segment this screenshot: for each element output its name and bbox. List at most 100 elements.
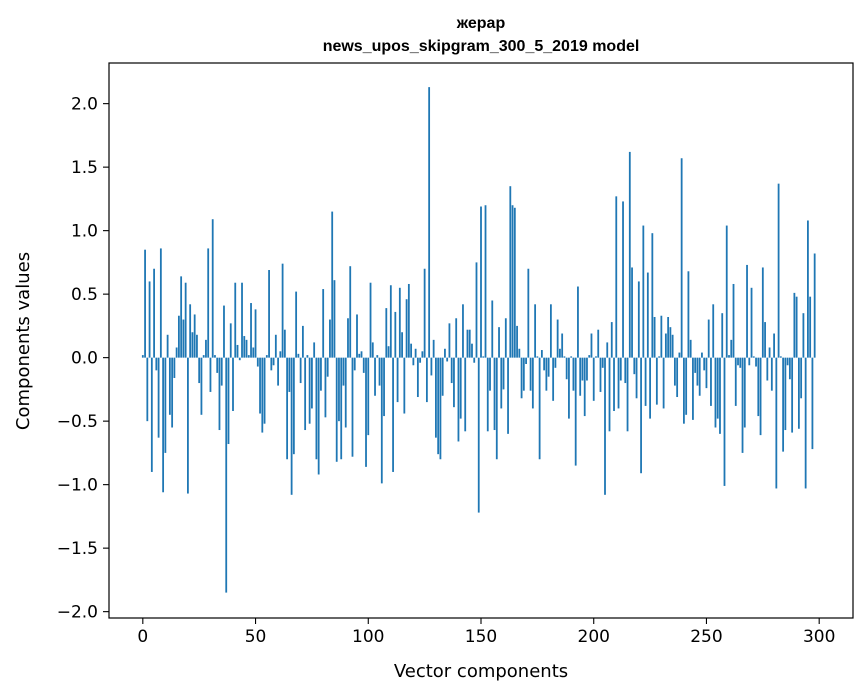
bar bbox=[516, 325, 518, 358]
bar bbox=[464, 357, 467, 432]
bar bbox=[437, 357, 440, 455]
bar bbox=[423, 268, 426, 358]
bar bbox=[480, 206, 482, 358]
chart-title: жерар bbox=[456, 15, 506, 32]
bar bbox=[428, 87, 431, 358]
bar bbox=[493, 357, 496, 431]
bar bbox=[518, 348, 521, 358]
bar bbox=[617, 357, 620, 409]
bar bbox=[804, 357, 807, 489]
bar bbox=[660, 315, 663, 358]
bar bbox=[577, 286, 579, 358]
bar bbox=[773, 333, 775, 358]
bar bbox=[559, 348, 561, 358]
bar bbox=[628, 151, 631, 358]
bar bbox=[380, 357, 383, 484]
bar bbox=[265, 355, 268, 358]
bar bbox=[340, 357, 343, 460]
bar bbox=[513, 207, 516, 358]
bar bbox=[554, 357, 557, 368]
bar bbox=[236, 344, 239, 358]
bar bbox=[342, 357, 345, 386]
bar bbox=[500, 357, 503, 409]
bar bbox=[509, 186, 512, 358]
bar bbox=[545, 357, 548, 391]
bar bbox=[788, 357, 791, 380]
bar bbox=[604, 357, 606, 495]
bar bbox=[155, 357, 158, 371]
bar bbox=[259, 357, 261, 414]
y-axis-label: Components values bbox=[13, 252, 34, 430]
bar bbox=[694, 357, 697, 373]
bar bbox=[261, 357, 264, 433]
bar bbox=[725, 225, 728, 358]
bar bbox=[232, 357, 234, 411]
bar bbox=[360, 351, 363, 358]
bar bbox=[746, 264, 748, 358]
bar bbox=[531, 357, 534, 409]
bar bbox=[448, 323, 451, 358]
bar bbox=[322, 289, 325, 358]
bar bbox=[369, 282, 372, 358]
bar bbox=[173, 357, 176, 378]
bar bbox=[184, 282, 187, 358]
bar bbox=[563, 356, 566, 358]
bar bbox=[268, 270, 270, 358]
bar bbox=[344, 357, 347, 428]
bar bbox=[432, 339, 435, 358]
bar bbox=[766, 357, 769, 381]
bar bbox=[696, 357, 699, 386]
bar bbox=[396, 357, 399, 403]
bar bbox=[680, 158, 683, 358]
bar bbox=[444, 348, 446, 358]
chart-subtitle: news_upos_skipgram_300_5_2019 model bbox=[323, 38, 640, 55]
bar bbox=[608, 357, 611, 432]
bar bbox=[633, 357, 636, 375]
bar bbox=[615, 196, 618, 358]
bar bbox=[349, 266, 352, 358]
bar bbox=[175, 347, 178, 358]
bar bbox=[198, 357, 201, 384]
bar bbox=[292, 357, 295, 455]
bar bbox=[196, 334, 198, 358]
bar bbox=[211, 219, 214, 358]
bar bbox=[347, 318, 349, 358]
bar bbox=[243, 336, 246, 358]
bar bbox=[162, 357, 165, 493]
bar bbox=[333, 280, 336, 358]
bar bbox=[141, 355, 144, 358]
bar bbox=[214, 355, 216, 358]
bar bbox=[416, 357, 419, 398]
bar bbox=[811, 357, 814, 450]
bar bbox=[356, 314, 358, 358]
bar bbox=[687, 271, 690, 358]
bar bbox=[507, 357, 509, 434]
bar bbox=[153, 268, 155, 358]
bar bbox=[317, 357, 320, 475]
bar bbox=[270, 357, 273, 371]
bar bbox=[299, 357, 302, 384]
bars bbox=[141, 87, 816, 593]
bar bbox=[606, 342, 609, 358]
bar bbox=[529, 357, 532, 391]
bar bbox=[484, 205, 487, 358]
bar bbox=[644, 357, 647, 406]
bar bbox=[229, 323, 232, 358]
bar bbox=[193, 314, 196, 358]
bar bbox=[534, 304, 537, 358]
bar bbox=[601, 357, 604, 368]
bar bbox=[793, 292, 796, 358]
bar bbox=[295, 291, 298, 358]
bar bbox=[313, 342, 316, 358]
bar bbox=[797, 357, 800, 429]
bar bbox=[468, 329, 471, 358]
bar bbox=[383, 357, 385, 417]
bar bbox=[714, 357, 717, 428]
bar bbox=[565, 357, 568, 380]
bar bbox=[419, 357, 422, 363]
bar bbox=[791, 357, 794, 433]
bar bbox=[401, 332, 403, 358]
bar bbox=[671, 334, 674, 358]
bar bbox=[777, 183, 780, 358]
bar bbox=[205, 339, 207, 358]
